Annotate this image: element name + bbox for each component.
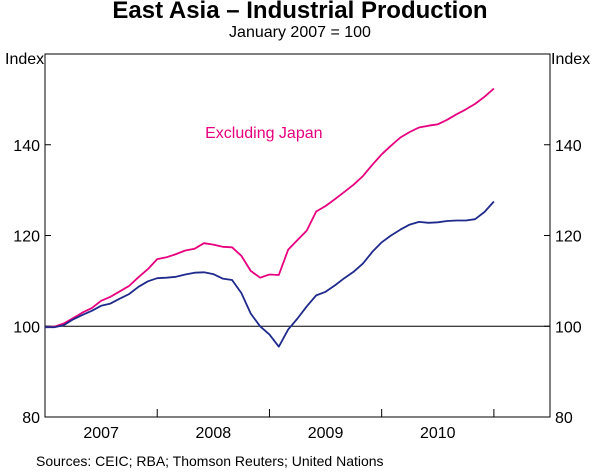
x-tick-label: 2009 xyxy=(308,425,344,442)
right-axis-unit-label: Index xyxy=(551,51,591,68)
chart-title: East Asia – Industrial Production xyxy=(112,0,488,24)
left-axis-unit-label: Index xyxy=(5,51,45,68)
y-tick-label-right: 120 xyxy=(555,229,582,246)
series-annotation-excluding-japan: Excluding Japan xyxy=(205,125,322,142)
excluding-japan-series-line xyxy=(44,87,495,329)
chart-subtitle: January 2007 = 100 xyxy=(229,24,371,41)
y-tick-label-left: 80 xyxy=(22,410,40,427)
y-tick-label-right: 80 xyxy=(555,410,573,427)
east-asia-series-line xyxy=(45,200,495,348)
x-tick-label: 2007 xyxy=(83,425,119,442)
x-tick-label: 2008 xyxy=(196,425,232,442)
y-tick-label-right: 140 xyxy=(555,138,582,155)
y-tick-label-left: 120 xyxy=(13,229,40,246)
y-tick-label-right: 100 xyxy=(555,319,582,336)
chart-source-note: Sources: CEIC; RBA; Thomson Reuters; Uni… xyxy=(36,453,384,469)
y-tick-label-left: 140 xyxy=(13,138,40,155)
x-tick-label: 2010 xyxy=(420,425,456,442)
plot-area-frame xyxy=(44,53,551,418)
y-tick-label-left: 100 xyxy=(13,319,40,336)
